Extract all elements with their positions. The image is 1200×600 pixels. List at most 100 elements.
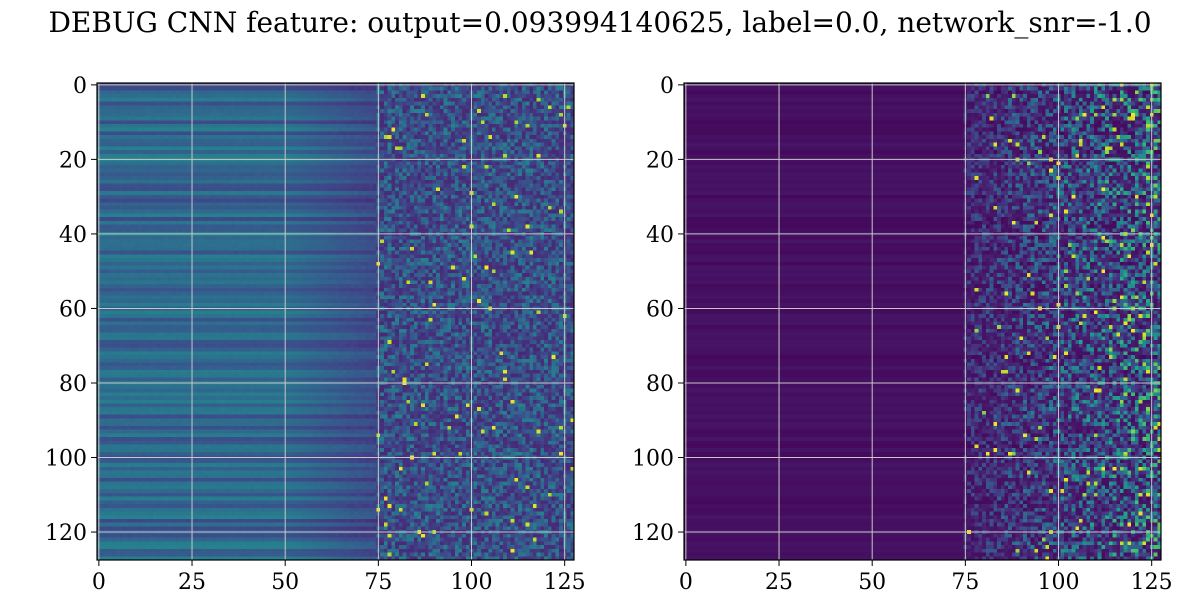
heatmap-cell [395,87,399,91]
heatmap-cell [403,150,407,154]
heatmap-cell [142,109,146,113]
heatmap-cell [172,184,176,188]
heatmap-cell [101,109,105,113]
heatmap-cell [406,191,410,195]
heatmap-cell [131,172,135,176]
heatmap-cell [231,199,235,203]
heatmap-cell [384,113,388,117]
heatmap-cell [488,90,492,94]
heatmap-cell [302,135,306,139]
heatmap-cell [499,161,503,165]
heatmap-cell [444,120,448,124]
heatmap-cell [227,139,231,143]
heatmap-cell [458,120,462,124]
heatmap-cell [242,113,246,117]
heatmap-cell [183,120,187,124]
heatmap-cell [567,139,571,143]
heatmap-cell [268,117,272,121]
heatmap-cell [153,131,157,135]
heatmap-cell [257,146,261,150]
heatmap-cell [328,191,332,195]
heatmap-cell [537,135,541,139]
heatmap-cell [429,102,433,106]
heatmap-cell [157,199,161,203]
heatmap-cell [201,113,205,117]
heatmap-cell [145,98,149,102]
heatmap-cell [336,109,340,113]
heatmap-cell [511,169,515,173]
heatmap-cell [242,176,246,180]
heatmap-cell [380,146,384,150]
heatmap-cell [235,128,239,132]
heatmap-cell [358,161,362,165]
heatmap-cell [302,195,306,199]
heatmap-cell [227,161,231,165]
heatmap-cell [306,113,310,117]
heatmap-cell [205,87,209,91]
heatmap-cell [123,191,127,195]
heatmap-cell [417,202,421,206]
heatmap-cell [358,94,362,98]
heatmap-cell [268,105,272,109]
heatmap-cell [116,184,120,188]
heatmap-cell [522,113,526,117]
heatmap-cell [552,172,556,176]
heatmap-cell [160,154,164,158]
heatmap-cell [511,87,515,91]
heatmap-cell [481,105,485,109]
heatmap-cell [104,172,108,176]
heatmap-cell [440,120,444,124]
heatmap-cell [328,87,332,91]
heatmap-cell [213,113,217,117]
heatmap-cell [306,150,310,154]
heatmap-cell [224,187,228,191]
heatmap-cell [559,135,563,139]
heatmap-cell [429,154,433,158]
heatmap-cell [555,135,559,139]
heatmap-cell [410,180,414,184]
heatmap-cell [529,139,533,143]
heatmap-cell [291,184,295,188]
heatmap-cell [522,131,526,135]
heatmap-cell [134,94,138,98]
heatmap-cell [369,113,373,117]
heatmap-cell [429,139,433,143]
heatmap-cell [175,124,179,128]
heatmap-cell [503,154,507,158]
heatmap-cell [410,90,414,94]
heatmap-cell [149,120,153,124]
heatmap-cell [473,202,477,206]
heatmap-cell [153,128,157,132]
heatmap-cell [220,124,224,128]
heatmap-cell [317,143,321,147]
heatmap-cell [499,117,503,121]
heatmap-cell [369,154,373,158]
heatmap-cell [388,172,392,176]
heatmap-cell [511,143,515,147]
heatmap-cell [250,135,254,139]
heatmap-cell [548,169,552,173]
heatmap-cell [201,143,205,147]
heatmap-cell [496,128,500,132]
heatmap-cell [555,94,559,98]
heatmap-cell [559,139,563,143]
heatmap-cell [257,187,261,191]
heatmap-cell [492,128,496,132]
heatmap-cell [548,165,552,169]
heatmap-cell [455,109,459,113]
heatmap-cell [313,113,317,117]
heatmap-cell [205,169,209,173]
heatmap-cell [350,184,354,188]
heatmap-cell [119,150,123,154]
heatmap-cell [369,150,373,154]
heatmap-cell [488,105,492,109]
heatmap-cell [388,109,392,113]
heatmap-cell [529,191,533,195]
heatmap-cell [455,176,459,180]
heatmap-cell [138,165,142,169]
heatmap-cell [280,161,284,165]
heatmap-cell [548,199,552,203]
heatmap-cell [276,187,280,191]
heatmap-cell [540,124,544,128]
heatmap-cell [276,161,280,165]
